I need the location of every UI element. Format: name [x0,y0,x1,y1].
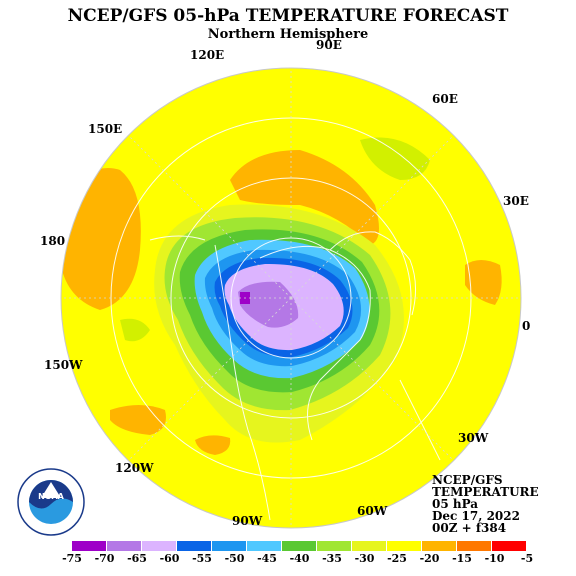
legend-tick-label: -55 [192,552,212,565]
legend-swatch [387,541,422,551]
lon-label-60w: 60W [357,504,388,518]
legend-swatch [142,541,177,551]
legend-swatch [177,541,212,551]
lon-label-150e: 150E [88,122,123,136]
legend-swatch [492,541,527,551]
legend-swatch [352,541,387,551]
legend-swatch [282,541,317,551]
legend-tick-label: -40 [289,552,310,565]
legend-swatch [457,541,492,551]
lon-label-90e: 90E [316,38,342,52]
lon-label-150w: 150W [44,358,83,372]
legend-swatch [212,541,247,551]
lime-region-northeast [360,137,430,180]
map-border [60,67,522,529]
lon-label-90w: 90W [232,514,263,528]
legend-tick-label: -45 [257,552,277,565]
legend-tick-label: -50 [224,552,245,565]
legend-tick-label: -20 [419,552,440,565]
lon-label-30w: 30W [458,431,489,445]
legend-swatch [317,541,352,551]
noaa-logo-icon: NOAA [17,468,85,536]
lon-label-60e: 60E [432,92,458,106]
map-subtitle: Northern Hemisphere [207,27,369,42]
info-variable: TEMPERATURE [432,485,539,499]
warm-region-south [195,435,231,455]
lime-region-west [120,318,150,342]
legend-swatch [422,541,457,551]
info-model: NCEP/GFS [432,473,503,487]
legend-tick-label: -15 [452,552,472,565]
legend-swatch [247,541,282,551]
legend-tick-label: -35 [322,552,342,565]
legend-tick-label: -5 [520,552,534,565]
legend-ticks: -75 -70 -65 -60 -55 -50 -45 -40 -35 -30 -25 -20 -15-… [55,552,533,566]
band-minus70 [238,281,299,328]
lon-label-30e: 30E [503,194,529,208]
lon-label-120w: 120W [115,461,154,475]
meridians [61,68,521,528]
lon-label-0: 0 [522,319,531,333]
lon-label-180: 180 [40,234,66,248]
info-forecast-hour: 00Z + f384 [432,521,507,535]
legend-tick-label: -65 [127,552,147,565]
forecast-info: NCEP/GFS TEMPERATURE 05 hPa Dec 17, 2022… [432,474,539,534]
noaa-logo-text: NOAA [38,492,64,501]
legend-tick-label: -30 [354,552,375,565]
lon-label-120e: 120E [190,48,225,62]
color-legend [72,541,527,551]
legend-swatch [72,541,107,551]
info-date: Dec 17, 2022 [432,509,520,523]
legend-tick-label: -10 [484,552,505,565]
legend-tick-label: -70 [94,552,115,565]
warm-region-north [230,150,379,245]
map-title: NCEP/GFS 05-hPa TEMPERATURE FORECAST [67,6,509,26]
info-level: 05 hPa [432,497,479,511]
legend-tick-label: -25 [387,552,407,565]
legend-tick-label: -60 [159,552,180,565]
legend-swatch [107,541,142,551]
warm-region-east [465,260,502,305]
legend-tick-label: -75 [62,552,82,565]
